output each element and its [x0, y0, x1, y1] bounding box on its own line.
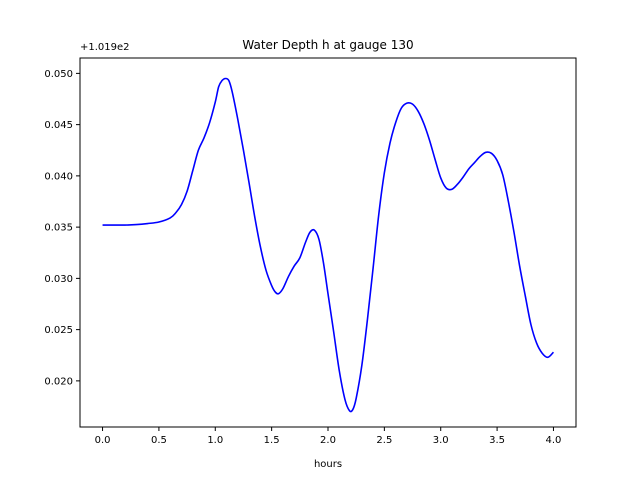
- y-tick-label: 0.020: [44, 376, 73, 387]
- series-line: [102, 77, 555, 413]
- axis-ticks: 0.0 0.5 1.0 1.5 2.0 2.5 3.0 3.5 4.0 0.020 0.025 0.0…: [44, 69, 561, 446]
- axes-frame: [79, 57, 577, 428]
- chart-title: Water Depth h at gauge 130: [242, 38, 413, 52]
- y-tick-label: 0.025: [44, 325, 73, 336]
- x-tick-label: 1.0: [207, 435, 223, 446]
- x-axis-label: hours: [314, 459, 342, 470]
- y-tick-label: 0.040: [44, 171, 73, 182]
- x-tick-label: 0.0: [95, 435, 111, 446]
- y-tick-label: 0.045: [44, 120, 73, 131]
- y-tick-label: 0.030: [44, 274, 73, 285]
- y-tick-label: 0.035: [44, 223, 73, 234]
- y-offset-label: +1.019e2: [80, 42, 130, 53]
- x-tick-label: 4.0: [546, 435, 562, 446]
- x-tick-label: 0.5: [151, 435, 167, 446]
- x-tick-label: 2.5: [376, 435, 392, 446]
- x-tick-label: 3.5: [489, 435, 505, 446]
- y-tick-label: 0.050: [44, 69, 73, 80]
- plot-area: [102, 77, 555, 413]
- x-tick-label: 3.0: [433, 435, 449, 446]
- x-tick-label: 2.0: [320, 435, 336, 446]
- x-tick-label: 1.5: [264, 435, 280, 446]
